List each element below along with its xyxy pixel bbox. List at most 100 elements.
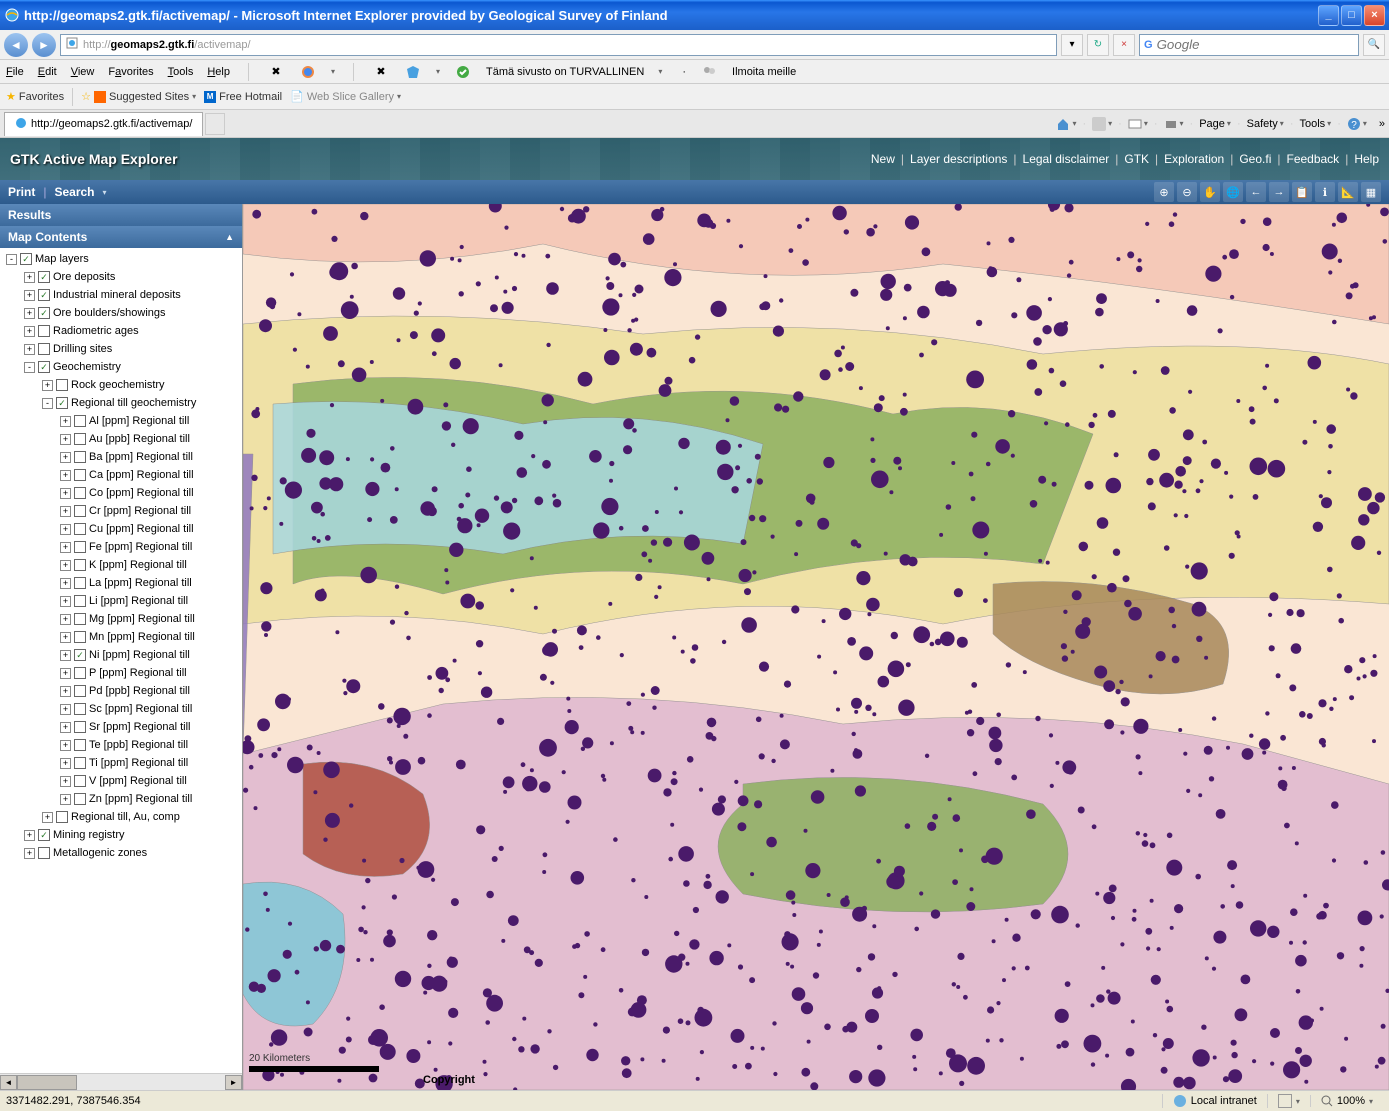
expander-icon[interactable]: + xyxy=(60,794,71,805)
tree-node[interactable]: +La [ppm] Regional till xyxy=(2,574,240,592)
tree-node[interactable]: +✓Ni [ppm] Regional till xyxy=(2,646,240,664)
stop-button[interactable]: × xyxy=(1113,34,1135,56)
checkbox[interactable] xyxy=(74,703,86,715)
map-viewport[interactable]: 20 Kilometers Copyright xyxy=(243,204,1389,1090)
expander-icon[interactable]: - xyxy=(24,362,35,373)
checkbox[interactable] xyxy=(74,541,86,553)
tree-node[interactable]: +Sc [ppm] Regional till xyxy=(2,700,240,718)
app-link-layer-descriptions[interactable]: Layer descriptions xyxy=(910,152,1007,166)
tree-node[interactable]: +Mn [ppm] Regional till xyxy=(2,628,240,646)
identify-tool[interactable]: 📋 xyxy=(1292,182,1312,202)
checkbox[interactable] xyxy=(74,523,86,535)
search-box[interactable]: G xyxy=(1139,34,1359,56)
checkbox[interactable] xyxy=(74,577,86,589)
expander-icon[interactable]: + xyxy=(60,506,71,517)
checkbox[interactable] xyxy=(74,469,86,481)
expander-icon[interactable]: + xyxy=(42,812,53,823)
checkbox[interactable] xyxy=(74,451,86,463)
expander-icon[interactable]: + xyxy=(60,452,71,463)
pan-tool[interactable]: ✋ xyxy=(1200,182,1220,202)
app-link-gtk[interactable]: GTK xyxy=(1124,152,1149,166)
new-tab-button[interactable] xyxy=(205,113,225,135)
tree-node[interactable]: +Fe [ppm] Regional till xyxy=(2,538,240,556)
tree-node[interactable]: +Ba [ppm] Regional till xyxy=(2,448,240,466)
expander-icon[interactable]: + xyxy=(60,416,71,427)
checkbox[interactable] xyxy=(74,415,86,427)
free-hotmail[interactable]: MFree Hotmail xyxy=(204,91,282,103)
refresh-button[interactable]: ↻ xyxy=(1087,34,1109,56)
menu-tools[interactable]: Tools xyxy=(168,66,194,78)
browser-tab[interactable]: http://geomaps2.gtk.fi/activemap/ xyxy=(4,112,203,136)
next-extent-tool[interactable]: → xyxy=(1269,182,1289,202)
tree-node[interactable]: +Rock geochemistry xyxy=(2,376,240,394)
expander-icon[interactable]: + xyxy=(24,848,35,859)
tree-node[interactable]: +Te [ppb] Regional till xyxy=(2,736,240,754)
checkbox[interactable] xyxy=(74,631,86,643)
info-tool[interactable]: ℹ xyxy=(1315,182,1335,202)
checkbox[interactable] xyxy=(38,325,50,337)
tree-node[interactable]: +Mg [ppm] Regional till xyxy=(2,610,240,628)
app-link-feedback[interactable]: Feedback xyxy=(1286,152,1339,166)
print-link[interactable]: Print xyxy=(8,185,35,199)
address-bar[interactable]: http://geomaps2.gtk.fi/activemap/ xyxy=(60,34,1057,56)
expander-icon[interactable]: + xyxy=(24,290,35,301)
tree-node[interactable]: +Al [ppm] Regional till xyxy=(2,412,240,430)
expander-icon[interactable]: + xyxy=(60,578,71,589)
url-dropdown[interactable]: ▾ xyxy=(1061,34,1083,56)
expander-icon[interactable]: + xyxy=(60,434,71,445)
checkbox[interactable] xyxy=(74,667,86,679)
back-button[interactable]: ◄ xyxy=(4,33,28,57)
help-button[interactable]: ?▾ xyxy=(1347,117,1367,131)
globe-tool[interactable]: 🌐 xyxy=(1223,182,1243,202)
tree-node[interactable]: +V [ppm] Regional till xyxy=(2,772,240,790)
expander-icon[interactable]: + xyxy=(24,830,35,841)
expander-icon[interactable]: + xyxy=(42,380,53,391)
menu-view[interactable]: View xyxy=(71,66,95,78)
tree-node[interactable]: +Ca [ppm] Regional till xyxy=(2,466,240,484)
expander-icon[interactable]: + xyxy=(60,488,71,499)
toolbar-stop2-icon[interactable]: ✖ xyxy=(372,63,390,81)
checkbox[interactable] xyxy=(74,487,86,499)
expander-icon[interactable]: + xyxy=(60,740,71,751)
checkbox[interactable] xyxy=(38,847,50,859)
tree-node[interactable]: +Sr [ppm] Regional till xyxy=(2,718,240,736)
checkbox[interactable]: ✓ xyxy=(38,829,50,841)
tree-node[interactable]: +K [ppm] Regional till xyxy=(2,556,240,574)
app-link-legal-disclaimer[interactable]: Legal disclaimer xyxy=(1023,152,1110,166)
expander-icon[interactable]: + xyxy=(60,524,71,535)
app-link-exploration[interactable]: Exploration xyxy=(1164,152,1224,166)
checkbox[interactable]: ✓ xyxy=(74,649,86,661)
suggested-sites[interactable]: ☆Suggested Sites▾ xyxy=(81,90,196,103)
checkbox[interactable] xyxy=(74,595,86,607)
results-panel-header[interactable]: Results xyxy=(0,204,242,226)
tree-node[interactable]: +✓Mining registry xyxy=(2,826,240,844)
expander-icon[interactable]: - xyxy=(6,254,17,265)
expander-icon[interactable]: + xyxy=(60,560,71,571)
protected-mode[interactable]: ▾ xyxy=(1267,1094,1310,1108)
sidebar-hscroll[interactable]: ◄► xyxy=(0,1073,242,1090)
tree-node[interactable]: -✓Map layers xyxy=(2,250,240,268)
tree-node[interactable]: +Au [ppb] Regional till xyxy=(2,430,240,448)
tree-node[interactable]: +Zn [ppm] Regional till xyxy=(2,790,240,808)
close-button[interactable]: × xyxy=(1364,5,1385,26)
tree-node[interactable]: +Drilling sites xyxy=(2,340,240,358)
print-button[interactable]: ▾ xyxy=(1164,117,1184,131)
search-link[interactable]: Search xyxy=(54,185,94,199)
expander-icon[interactable]: + xyxy=(60,704,71,715)
zoom-in-tool[interactable]: ⊕ xyxy=(1154,182,1174,202)
checkbox[interactable] xyxy=(74,613,86,625)
menu-favorites[interactable]: Favorites xyxy=(108,66,153,78)
checkbox[interactable]: ✓ xyxy=(38,307,50,319)
tree-node[interactable]: +Pd [ppb] Regional till xyxy=(2,682,240,700)
tree-node[interactable]: +Cr [ppm] Regional till xyxy=(2,502,240,520)
checkbox[interactable] xyxy=(74,793,86,805)
expander-icon[interactable]: + xyxy=(24,344,35,355)
expand-button[interactable]: » xyxy=(1379,118,1385,130)
checkbox[interactable] xyxy=(56,811,68,823)
page-menu[interactable]: Page▾ xyxy=(1199,118,1231,130)
checkbox[interactable] xyxy=(74,559,86,571)
checkbox[interactable]: ✓ xyxy=(56,397,68,409)
feeds-button[interactable]: ▾ xyxy=(1092,117,1112,131)
tree-node[interactable]: +✓Industrial mineral deposits xyxy=(2,286,240,304)
app-link-help[interactable]: Help xyxy=(1354,152,1379,166)
